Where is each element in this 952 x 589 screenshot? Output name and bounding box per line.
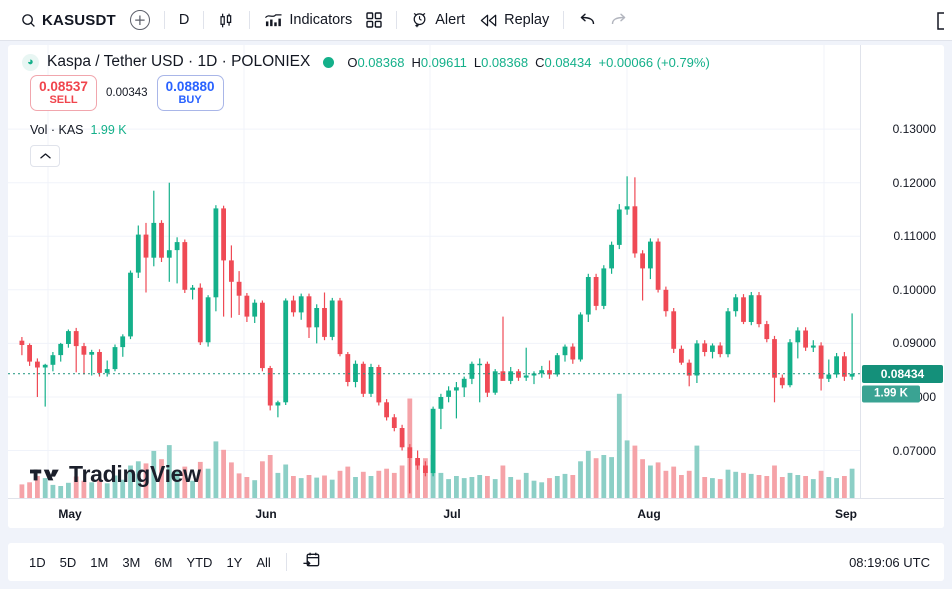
chevron-up-icon <box>39 153 51 159</box>
price-tick-label: 0.09000 <box>892 336 936 351</box>
go-to-date-button[interactable] <box>295 547 328 577</box>
grid-layout-icon <box>366 12 382 28</box>
price-tick-label: 0.13000 <box>892 122 936 137</box>
symbol-label: KASUSDT <box>42 11 116 29</box>
candlestick-icon <box>218 12 235 29</box>
buy-button[interactable]: 0.08880 BUY <box>156 75 224 111</box>
toolbar-divider <box>249 11 251 29</box>
ohlc-change: +0.00066 (+0.79%) <box>598 54 710 70</box>
time-tick-label: Jun <box>255 507 277 521</box>
range-button-1d[interactable]: 1D <box>29 554 46 570</box>
volume-legend-value: 1.99 K <box>90 123 127 137</box>
candlestick-chart <box>8 45 860 498</box>
price-tick-label: 0.11000 <box>893 229 937 244</box>
search-icon <box>21 13 36 28</box>
plus-circle-icon: + <box>129 10 150 30</box>
undo-arrow-icon <box>578 13 596 27</box>
undo-button[interactable] <box>571 6 603 34</box>
range-button-1m[interactable]: 1M <box>90 554 109 570</box>
ohlc-o-value: 0.08368 <box>357 54 405 70</box>
utc-clock: 08:19:06 UTC <box>849 554 930 570</box>
replay-rewind-icon <box>479 13 498 28</box>
time-axis[interactable]: May Jun Jul Aug Sep <box>8 498 944 528</box>
price-tick-label: 0.10000 <box>892 282 936 297</box>
sell-label: SELL <box>49 94 78 107</box>
ohlc-l-key: L <box>473 54 482 70</box>
bottom-divider <box>285 553 287 571</box>
chart-container[interactable]: ◕ Kaspa / Tether USD · 1D · POLONIEX O0.… <box>8 45 944 528</box>
time-tick-label: Aug <box>637 507 661 521</box>
legend-title[interactable]: Kaspa / Tether USD · 1D · POLONIEX <box>47 53 311 70</box>
range-button-1y[interactable]: 1Y <box>226 554 243 570</box>
ohlc-h-key: H <box>411 54 421 70</box>
ohlc-values: O0.08368 H0.09611 L0.08368 C0.08434 +0.0… <box>347 55 709 70</box>
redo-button[interactable] <box>603 6 635 34</box>
sell-price: 0.08537 <box>39 78 88 94</box>
toolbar-divider <box>163 11 165 29</box>
ohlc-o-key: O <box>347 54 358 70</box>
ohlc-c-key: C <box>535 54 545 70</box>
volume-badge: 1.99 K <box>862 385 920 403</box>
alarm-clock-plus-icon <box>411 11 429 29</box>
current-price-badge: 0.08434 <box>862 364 943 383</box>
ohlc-c-value: 0.08434 <box>544 54 592 70</box>
alert-label: Alert <box>435 12 466 28</box>
range-button-5d[interactable]: 5D <box>59 554 77 570</box>
replay-label: Replay <box>504 12 550 28</box>
ohlc-h-value: 0.09611 <box>420 54 467 70</box>
fullscreen-button[interactable] <box>928 11 950 31</box>
range-button-6m[interactable]: 6M <box>154 554 173 570</box>
alert-button[interactable]: Alert <box>404 6 472 34</box>
bottom-toolbar: 1D 5D 1M 3M 6M YTD 1Y All 08:19:06 UTC <box>8 543 944 581</box>
price-tick-label: 0.12000 <box>892 175 936 190</box>
tradingview-watermark: TradingView <box>30 461 201 488</box>
add-symbol-button[interactable]: + <box>123 6 157 34</box>
buy-label: BUY <box>178 94 202 107</box>
buy-price: 0.08880 <box>165 78 215 94</box>
collapse-pane-button[interactable] <box>30 145 60 167</box>
price-tick-label: 0.07000 <box>892 443 936 458</box>
fullscreen-icon <box>937 12 944 30</box>
volume-legend-title[interactable]: Vol · KAS <box>30 123 84 137</box>
indicators-label: Indicators <box>289 12 353 28</box>
range-button-ytd[interactable]: YTD <box>186 554 213 570</box>
symbol-search-button[interactable]: KASUSDT <box>14 6 123 34</box>
bid-ask-widget: 0.08537 SELL 0.00343 0.08880 BUY <box>30 75 224 111</box>
market-open-dot-icon <box>323 56 335 68</box>
time-tick-label: Sep <box>834 507 858 521</box>
price-axis[interactable]: 0.130000.120000.110000.100000.090000.080… <box>860 45 944 528</box>
interval-button[interactable]: D <box>172 6 196 34</box>
interval-label: D <box>178 12 190 28</box>
chart-plot-area[interactable] <box>8 45 860 528</box>
range-button-3m[interactable]: 3M <box>122 554 141 570</box>
layout-button[interactable] <box>359 6 389 34</box>
range-button-all[interactable]: All <box>256 554 271 570</box>
replay-button[interactable]: Replay <box>472 6 556 34</box>
go-to-date-icon <box>303 552 320 567</box>
watermark-text: TradingView <box>69 461 201 487</box>
tradingview-logo-icon <box>30 469 59 480</box>
chart-style-button[interactable] <box>211 6 242 34</box>
time-tick-label: May <box>58 507 82 521</box>
toolbar-divider <box>396 11 398 29</box>
top-toolbar: KASUSDT + D <box>0 0 952 41</box>
ohlc-l-value: 0.08368 <box>481 54 529 70</box>
toolbar-divider <box>563 11 565 29</box>
toolbar-divider <box>203 11 205 29</box>
redo-arrow-icon <box>610 13 628 27</box>
kaspa-logo-icon: ◕ <box>22 53 39 71</box>
time-tick-label: Jul <box>443 507 461 521</box>
chart-legend: ◕ Kaspa / Tether USD · 1D · POLONIEX O0.… <box>22 53 710 71</box>
spread-value: 0.00343 <box>106 87 148 99</box>
indicators-button[interactable]: Indicators <box>257 6 359 34</box>
volume-legend: Vol · KAS 1.99 K <box>30 123 127 137</box>
indicators-icon <box>264 12 283 29</box>
sell-button[interactable]: 0.08537 SELL <box>30 75 97 111</box>
